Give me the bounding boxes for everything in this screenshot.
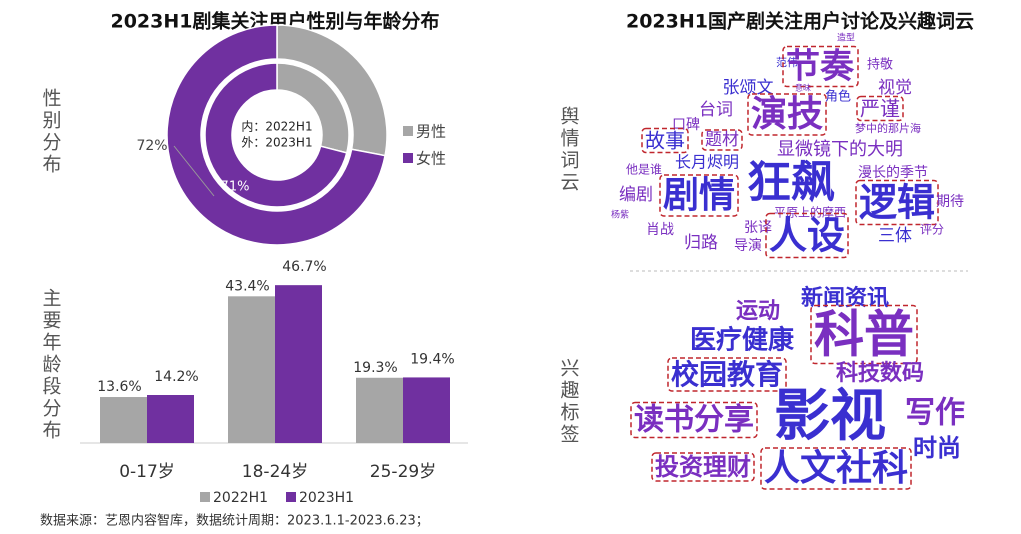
word-box [747, 93, 827, 136]
cloud-word: 节奏 [786, 47, 855, 87]
data-label: 13.6% [97, 379, 141, 395]
leader-line [173, 145, 215, 197]
left-title: 2023H1剧集关注用户性别与年龄分布 [110, 10, 439, 33]
legend-swatch [403, 126, 413, 136]
cloud-word: 归路 [684, 233, 718, 253]
cloud-word: 显微镜下的大明 [777, 139, 903, 160]
word-box [782, 45, 859, 88]
data-label: 19.4% [410, 351, 454, 367]
data-label: 72% [136, 138, 167, 154]
bar [275, 285, 322, 443]
cloud-word: 三体 [878, 226, 912, 246]
word-box [760, 447, 912, 490]
right-title: 2023H1国产剧关注用户讨论及兴趣词云 [626, 10, 974, 33]
word-box [630, 401, 758, 439]
cloud-word: 视觉 [878, 78, 912, 98]
word-box [701, 129, 743, 151]
cloud-word: 狂飙 [747, 157, 835, 208]
legend-swatch [286, 492, 296, 502]
side-label: 主要年龄段分布 [40, 288, 62, 442]
cloud-word: 评分 [920, 223, 944, 237]
bar [147, 395, 194, 443]
cloud-word: 科普 [814, 306, 914, 364]
cloud-word: 导演 [734, 238, 762, 254]
cloud-word: 写作 [905, 396, 965, 431]
cloud-word: 投资理财 [655, 453, 751, 481]
data-label: 43.4% [225, 278, 269, 294]
word-box [641, 127, 689, 154]
cloud-word: 张颂文 [723, 78, 774, 98]
word-box [667, 357, 787, 392]
donut-segment [204, 62, 348, 208]
cloud-word: 漫长的季节 [858, 165, 928, 181]
bar [228, 296, 275, 443]
legend-label: 女性 [416, 150, 446, 168]
cloud-word: 校园教育 [671, 358, 783, 391]
cloud-word: 编剧 [619, 185, 653, 205]
donut-segment [166, 24, 386, 246]
cloud-word: 台词 [699, 100, 733, 120]
word-box [856, 95, 904, 122]
cloud-word: 严谨 [860, 97, 900, 121]
cloud-word: 人文社科 [764, 448, 908, 489]
cloud-word: 梦中的那片海 [855, 121, 921, 135]
cloud-word: 科技数码 [836, 360, 924, 386]
side-label: 兴趣标签 [558, 358, 580, 446]
cloud-word: 时尚 [913, 434, 961, 462]
cloud-word: 期待 [936, 194, 964, 210]
cloud-word: 读书分享 [634, 403, 754, 438]
word-box [765, 212, 849, 259]
x-tick-label: 18-24岁 [242, 462, 308, 482]
legend-label: 2022H1 [213, 490, 268, 506]
cloud-word: 运动 [736, 299, 780, 324]
data-label: 14.2% [154, 369, 198, 385]
cloud-word: 演技 [751, 94, 823, 135]
cloud-word: 影视 [774, 384, 886, 449]
cloud-word: 长月烬明 [675, 153, 739, 172]
side-label: 性别分布 [40, 88, 62, 176]
cloud-word: 持敬 [867, 57, 893, 73]
cloud-word: 杨紫 [611, 209, 629, 221]
cloud-word: 剧情 [663, 175, 735, 216]
word-box [659, 174, 739, 217]
source-note: 数据来源：艺恩内容智库，数据统计周期：2023.1.1-2023.6.23； [40, 513, 429, 529]
bar [403, 377, 450, 443]
center-label: 内：2022H1 [241, 120, 312, 134]
cloud-word: 题材 [705, 130, 739, 150]
cloud-word: 他是谁 [626, 163, 662, 177]
cloud-word: 平原上的摩西 [774, 205, 846, 220]
word-box [651, 452, 755, 482]
word-box [810, 304, 918, 365]
cloud-word: 张译 [744, 220, 772, 236]
x-tick-label: 0-17岁 [119, 462, 175, 482]
legend-swatch [200, 492, 210, 502]
cloud-word: 角色 [825, 89, 851, 105]
data-label: 19.3% [353, 360, 397, 376]
legend-swatch [403, 153, 413, 163]
side-label: 舆情词云 [558, 106, 580, 194]
cloud-word: 人设 [769, 214, 845, 258]
cloud-word: 故事 [645, 129, 685, 153]
cloud-word: 意味 [795, 83, 811, 93]
cloud-word: 肖战 [646, 222, 674, 238]
cloud-word: 逻辑 [859, 181, 935, 225]
bar [100, 397, 147, 443]
cloud-word: 医疗健康 [690, 325, 795, 356]
center-label: 外：2023H1 [241, 136, 312, 150]
cloud-word: 范伟 [776, 55, 798, 69]
legend-label: 2023H1 [299, 490, 354, 506]
x-tick-label: 25-29岁 [370, 462, 436, 482]
data-label: 46.7% [282, 259, 326, 275]
cloud-word: 新闻资讯 [801, 285, 889, 311]
bar [356, 377, 403, 443]
cloud-word: 造型 [837, 32, 855, 44]
data-label: 71% [221, 180, 250, 195]
word-box [855, 179, 939, 226]
legend-label: 男性 [416, 123, 446, 141]
